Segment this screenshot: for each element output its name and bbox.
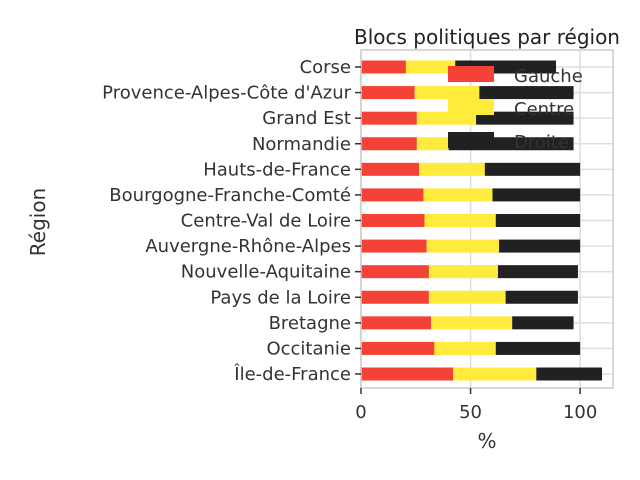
chart-title: Blocs politiques par région [354, 25, 620, 49]
y-tick-label: Bretagne [269, 313, 351, 334]
bar-gauche [361, 239, 427, 253]
bar-centre [428, 265, 498, 279]
bar-gauche [361, 162, 420, 176]
legend-label-centre: Centre [514, 99, 574, 120]
y-tick-label: Centre-Val de Loire [181, 211, 351, 232]
x-tick-label: 100 [563, 402, 597, 423]
bar-gauche [361, 214, 425, 227]
y-tick-label: Hauts-de-France [203, 159, 351, 180]
bar-gauche [361, 367, 454, 381]
legend-label-gauche: Gauche [514, 66, 583, 87]
y-tick-label: Pays de la Loire [210, 287, 351, 308]
bar-gauche [361, 316, 432, 330]
bar-centre [416, 137, 449, 151]
bar-gauche [361, 290, 429, 304]
y-tick-label: Provence-Alpes-Côte d'Azur [102, 83, 351, 104]
y-tick-label: Île-de-France [233, 363, 351, 385]
y-tick-label: Bourgogne-Franche-Comté [109, 185, 351, 206]
bar-centre [426, 239, 500, 253]
bar-droite [476, 111, 574, 125]
legend-label-droite: Droite [514, 132, 569, 153]
bar-droite [499, 239, 581, 253]
y-tick-label: Grand Est [262, 108, 351, 129]
bar-droite [492, 188, 581, 202]
y-tick-label: Normandie [252, 134, 351, 155]
y-tick-label: Corse [300, 57, 351, 78]
legend-swatch-gauche [448, 66, 494, 82]
y-tick-label: Occitanie [266, 338, 351, 359]
bar-centre [428, 290, 506, 304]
legend: Gauche Centre Droite [448, 66, 583, 153]
bar-centre [405, 60, 456, 74]
x-axis-title: % [477, 429, 496, 453]
y-tick-label: Auvergne-Rhône-Alpes [145, 236, 351, 257]
bar-gauche [361, 265, 429, 279]
bar-droite [505, 290, 578, 304]
bar-droite [479, 86, 574, 100]
bar-droite [512, 316, 574, 330]
legend-swatch-centre [448, 99, 494, 115]
bar-centre [431, 316, 513, 330]
x-tick-label: 0 [355, 402, 366, 423]
y-tick-label: Nouvelle-Aquitaine [181, 262, 351, 283]
bar-gauche [361, 60, 406, 74]
bar-gauche [361, 111, 417, 125]
x-axis: 0 50 100 [355, 388, 597, 423]
bar-droite [495, 214, 581, 227]
bar-centre [424, 214, 496, 227]
bar-gauche [361, 137, 417, 151]
y-axis-title: Région [26, 188, 50, 256]
bar-droite [495, 341, 581, 355]
x-tick-label: 50 [459, 402, 482, 423]
bar-droite [484, 162, 581, 176]
bar-gauche [361, 86, 415, 100]
bar-centre [453, 367, 537, 381]
y-axis: Île-de-France Occitanie Bretagne Pays de la… [102, 57, 361, 385]
bar-centre [419, 162, 485, 176]
bar-gauche [361, 188, 424, 202]
bar-gauche [361, 341, 435, 355]
bar-droite [497, 265, 578, 279]
bar-centre [423, 188, 493, 202]
legend-swatch-droite [448, 132, 494, 148]
plot-frame [360, 49, 614, 389]
bar-centre [414, 86, 480, 100]
bar-centre [434, 341, 496, 355]
bar-droite [536, 367, 603, 381]
